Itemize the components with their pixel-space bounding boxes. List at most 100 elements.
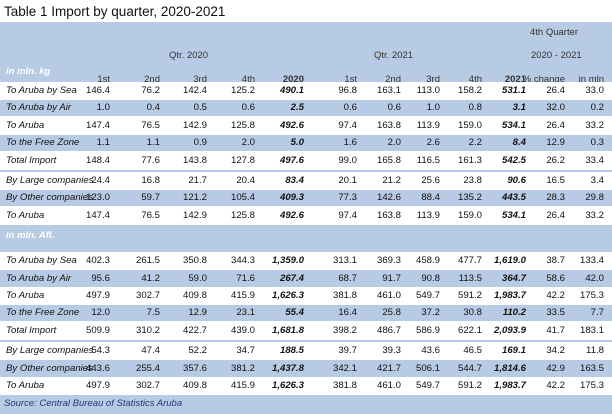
- cell-value: 3.4: [590, 175, 604, 186]
- table-row: By Other companies 443.6 255.4 357.6 381.2 1,…: [0, 360, 612, 377]
- row-label: To Aruba: [6, 209, 45, 221]
- column-header: 2nd: [144, 74, 160, 85]
- cell-value: 71.6: [236, 272, 255, 284]
- cell-value: 91.7: [382, 272, 401, 284]
- cell-value: 59.0: [188, 272, 207, 284]
- cell-value: 7.5: [146, 307, 160, 319]
- cell-value: 549.7: [415, 290, 440, 301]
- cell-value: 490.1: [279, 85, 304, 96]
- cell-value: 34.7: [236, 345, 255, 357]
- cell-value: 148.4: [85, 154, 110, 166]
- cell-value: 33.4: [585, 154, 604, 166]
- cell-value: 2.6: [426, 137, 440, 149]
- cell-value: 2.0: [241, 137, 255, 149]
- cell-value: 39.3: [382, 345, 401, 357]
- cell-value: 39.7: [338, 345, 357, 357]
- cell-value: 23.1: [236, 307, 255, 319]
- row-label: To the Free Zone: [6, 307, 80, 319]
- cell-value: 175.3: [579, 380, 604, 391]
- cell-value: 409.8: [182, 290, 207, 301]
- table-row: Total Import 509.9 310.2 422.7 439.0 1,681.8 3…: [0, 321, 612, 340]
- cell-value: 54.3: [91, 345, 110, 357]
- cell-value: 90.8: [421, 272, 440, 284]
- cell-value: 159.0: [457, 209, 482, 221]
- cell-value: 90.6: [507, 175, 526, 186]
- cell-value: 76.5: [141, 119, 160, 131]
- cell-value: 534.1: [501, 209, 526, 221]
- row-separator: [0, 223, 612, 225]
- cell-value: 135.2: [457, 192, 482, 204]
- cell-value: 163.5: [579, 362, 604, 374]
- cell-value: 25.6: [421, 175, 440, 186]
- cell-value: 381.8: [332, 380, 357, 391]
- cell-value: 421.7: [376, 362, 401, 374]
- cell-value: 302.7: [135, 290, 160, 301]
- cell-value: 0.6: [241, 102, 255, 114]
- cell-value: 12.0: [91, 307, 110, 319]
- cell-value: 163.8: [376, 209, 401, 221]
- cell-value: 443.5: [501, 192, 526, 204]
- cell-value: 409.3: [279, 192, 304, 204]
- cell-value: 59.7: [141, 192, 160, 204]
- cell-value: 12.9: [546, 137, 565, 149]
- cell-value: 42.2: [546, 380, 565, 391]
- header-qtr-2020: Qtr. 2020: [169, 50, 209, 61]
- row-separator: [0, 359, 612, 361]
- cell-value: 105.4: [230, 192, 255, 204]
- row-label: To Aruba: [6, 290, 45, 301]
- table-row: To Aruba 147.4 76.5 142.9 125.8 492.6 97.4 163.…: [0, 206, 612, 225]
- row-label: By Other companies: [6, 192, 93, 204]
- cell-value: 364.7: [501, 272, 526, 284]
- cell-value: 32.0: [546, 102, 565, 114]
- cell-value: 549.7: [415, 380, 440, 391]
- cell-value: 26.4: [546, 119, 565, 131]
- header-qtr-2021: Qtr. 2021: [374, 50, 414, 61]
- row-label: Total Import: [6, 324, 57, 336]
- column-header: 3rd: [193, 74, 207, 85]
- cell-value: 23.8: [463, 175, 482, 186]
- cell-value: 143.8: [182, 154, 207, 166]
- table-row: Total Import 148.4 77.6 143.8 127.8 497.6 99.0…: [0, 151, 612, 169]
- cell-value: 477.7: [457, 255, 482, 267]
- cell-value: 409.8: [182, 380, 207, 391]
- cell-value: 125.8: [230, 119, 255, 131]
- cell-value: 41.7: [546, 324, 565, 336]
- cell-value: 183.1: [579, 324, 604, 336]
- cell-value: 20.4: [236, 175, 255, 186]
- cell-value: 1,626.3: [271, 290, 304, 301]
- cell-value: 113.5: [458, 272, 482, 284]
- column-header: 4th: [468, 74, 482, 85]
- cell-value: 497.9: [85, 380, 110, 391]
- cell-value: 0.6: [343, 102, 357, 114]
- cell-value: 83.4: [285, 175, 304, 186]
- cell-value: 188.5: [279, 345, 304, 357]
- cell-value: 1,619.0: [493, 255, 526, 267]
- cell-value: 25.8: [382, 307, 401, 319]
- table-row: To Aruba by Air 95.6 41.2 59.0 71.6 267.4 68.7…: [0, 270, 612, 287]
- cell-value: 28.3: [546, 192, 565, 204]
- cell-value: 2,093.9: [493, 324, 526, 336]
- cell-value: 1,359.0: [271, 255, 304, 267]
- cell-value: 509.9: [85, 324, 110, 336]
- cell-value: 534.1: [501, 119, 526, 131]
- source-note: Source: Central Bureau of Statistics Aru…: [4, 398, 183, 410]
- cell-value: 159.0: [457, 119, 482, 131]
- row-separator: [0, 303, 612, 305]
- cell-value: 497.9: [85, 290, 110, 301]
- cell-value: 175.3: [579, 290, 604, 301]
- header-2020-2021: 2020 - 2021: [531, 50, 582, 61]
- cell-value: 1.0: [96, 102, 110, 114]
- cell-value: 622.1: [457, 324, 482, 336]
- cell-value: 2.5: [290, 102, 304, 114]
- cell-value: 402.3: [85, 255, 110, 267]
- cell-value: 146.4: [85, 85, 110, 96]
- row-label: To Aruba by Air: [6, 272, 72, 284]
- column-header: 2020: [282, 74, 304, 85]
- cell-value: 33.0: [585, 85, 604, 96]
- cell-value: 1.6: [343, 137, 357, 149]
- cell-value: 55.4: [285, 307, 304, 319]
- cell-value: 544.7: [457, 362, 482, 374]
- cell-value: 26.2: [546, 154, 565, 166]
- cell-value: 591.2: [457, 380, 482, 391]
- cell-value: 11.8: [586, 345, 604, 357]
